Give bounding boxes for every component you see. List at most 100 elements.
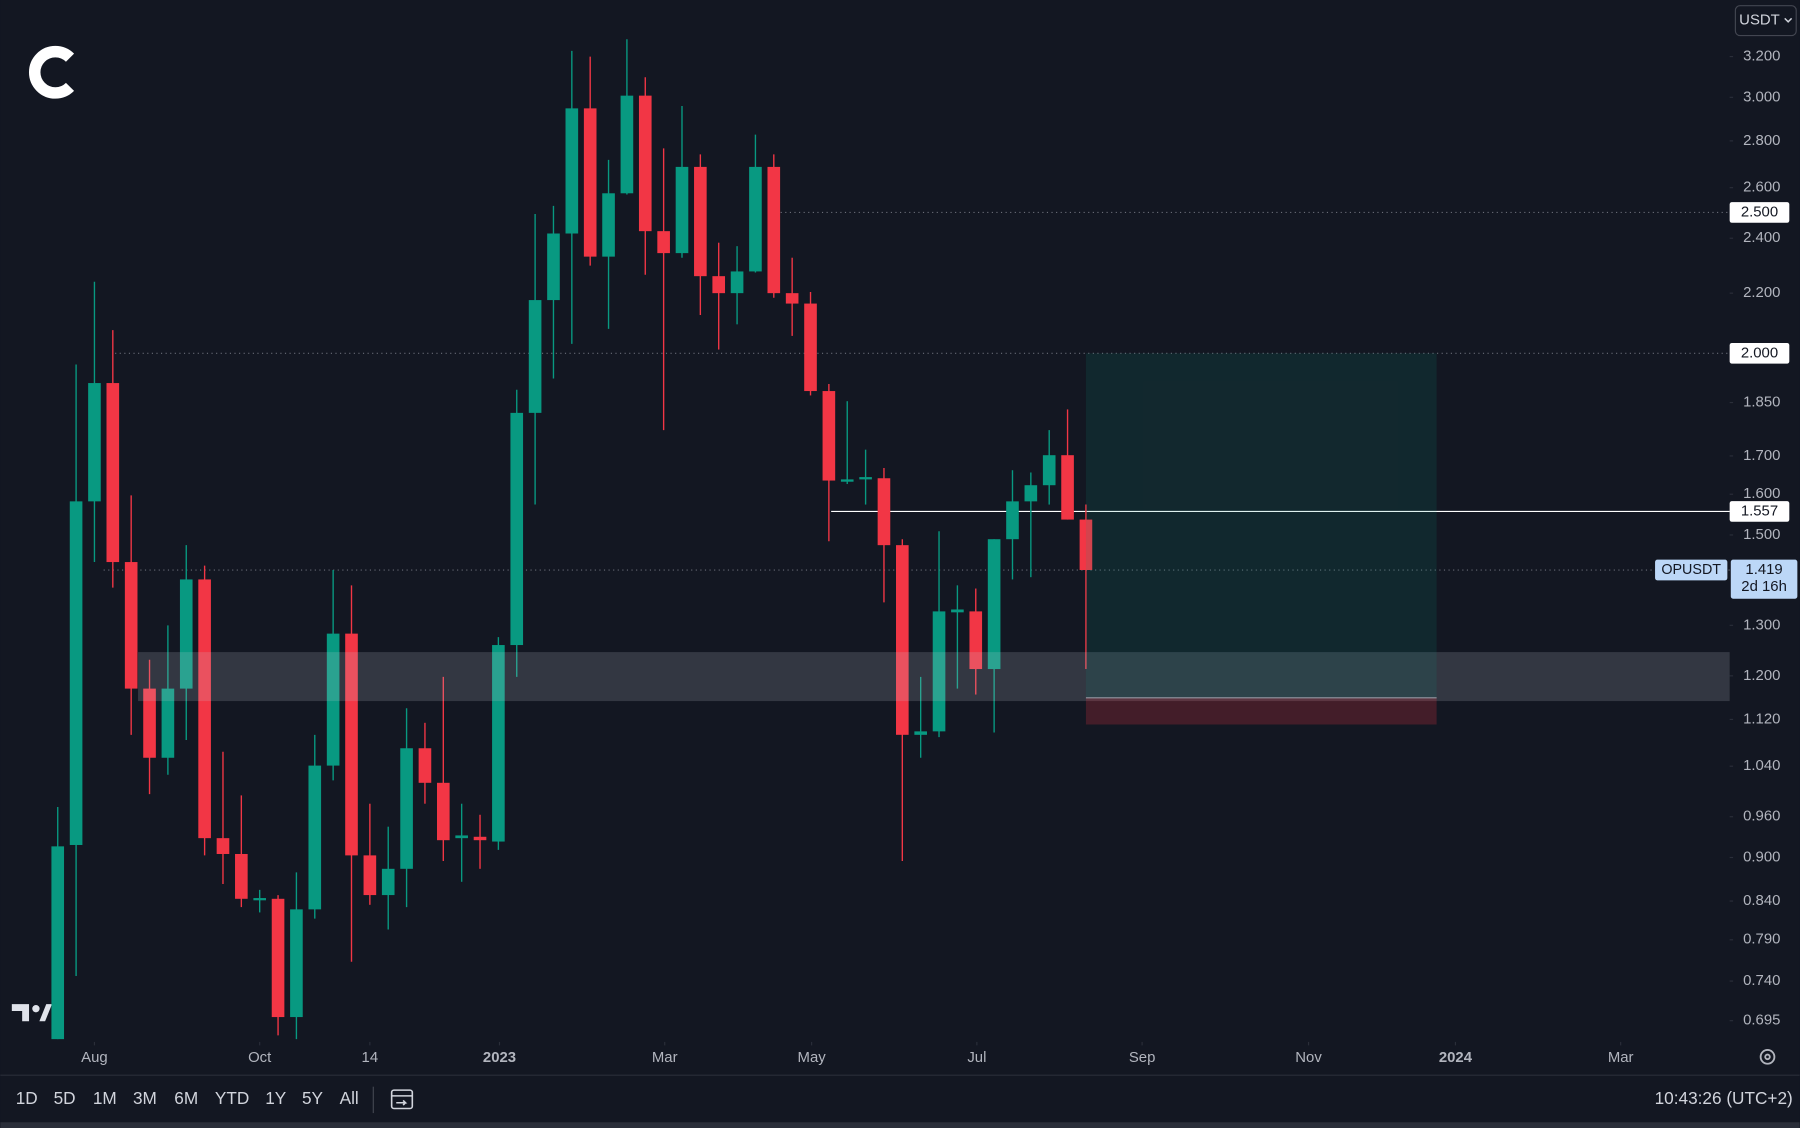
- x-tick-label: Nov: [1295, 1050, 1322, 1066]
- candle-body: [620, 95, 634, 194]
- range-button[interactable]: 3M: [133, 1088, 157, 1108]
- x-tick-label: 2023: [483, 1050, 516, 1066]
- candle-body: [51, 846, 65, 1040]
- y-tick-label: 1.600: [1743, 486, 1780, 502]
- y-tick-label: 1.700: [1743, 448, 1780, 464]
- y-tick-label: 0.840: [1743, 893, 1780, 909]
- brand-logo: [29, 45, 75, 99]
- candle-body: [932, 611, 946, 732]
- candle-body: [400, 748, 413, 869]
- symbol-label: OPUSDT: [1661, 562, 1721, 578]
- candle-body: [235, 853, 248, 899]
- candle-body: [271, 898, 285, 1018]
- symbol-label-box: [1655, 559, 1728, 581]
- range-button[interactable]: 5D: [54, 1088, 76, 1108]
- candle-body: [767, 166, 781, 294]
- y-tick-label: 1.850: [1743, 394, 1780, 410]
- candle-body: [216, 838, 230, 854]
- candle-body: [198, 579, 211, 839]
- candle-body: [510, 412, 524, 646]
- candle-body: [88, 383, 101, 502]
- y-tick-label: 1.200: [1743, 668, 1780, 684]
- range-button[interactable]: 5Y: [302, 1088, 324, 1108]
- candle-body: [804, 303, 817, 392]
- candle-body: [583, 108, 597, 257]
- candle-body: [951, 609, 964, 613]
- y-tick-label: 1.500: [1743, 527, 1780, 543]
- candle-body: [290, 909, 303, 1018]
- date-range-icon[interactable]: [390, 1089, 414, 1110]
- range-button[interactable]: All: [340, 1088, 359, 1108]
- clock: 10:43:26 (UTC+2): [1655, 1088, 1793, 1108]
- x-tick-label: May: [798, 1050, 827, 1066]
- candle-body: [436, 782, 450, 841]
- candle-body: [124, 562, 138, 689]
- candle-body: [1079, 519, 1093, 571]
- price-line-label-box: [1729, 501, 1790, 522]
- y-tick-label: 3.000: [1743, 89, 1780, 105]
- currency-dropdown[interactable]: USDT: [1734, 5, 1797, 37]
- y-tick-label: 2.600: [1743, 180, 1780, 196]
- candle-body: [308, 765, 322, 910]
- price-line-label: 2.500: [1741, 204, 1778, 220]
- candle-body: [969, 611, 983, 670]
- y-tick-label: 2.200: [1743, 285, 1780, 301]
- candle-body: [473, 836, 487, 841]
- candle-body: [455, 835, 468, 839]
- candle-body: [749, 166, 762, 272]
- tradingview-logo: [11, 1004, 52, 1022]
- countdown-label: 2d 16h: [1741, 579, 1787, 595]
- range-button[interactable]: YTD: [215, 1088, 249, 1108]
- x-tick-label: 2024: [1439, 1050, 1473, 1066]
- x-tick-label: Oct: [248, 1050, 272, 1066]
- price-line-label-box: [1729, 343, 1790, 364]
- candle-body: [785, 293, 799, 304]
- settings-icon[interactable]: [1759, 1049, 1776, 1065]
- candle-body: [914, 731, 927, 735]
- y-tick-label: 1.120: [1743, 711, 1780, 727]
- x-tick-label: Mar: [1608, 1050, 1634, 1066]
- y-tick-label: 2.800: [1743, 133, 1780, 149]
- price-line-label-box: [1729, 202, 1790, 223]
- candle-body: [1042, 455, 1056, 486]
- range-button[interactable]: 1Y: [265, 1088, 287, 1108]
- range-button[interactable]: 1M: [93, 1088, 117, 1108]
- candle-body: [694, 166, 707, 277]
- candle-body: [106, 383, 120, 563]
- candle-body: [1024, 485, 1038, 502]
- y-tick-label: 3.200: [1743, 49, 1780, 65]
- price-line-label: 1.557: [1741, 503, 1778, 519]
- candle-body: [492, 645, 505, 842]
- x-tick-label: 14: [362, 1050, 379, 1066]
- y-tick-label: 1.300: [1743, 617, 1780, 633]
- candle-body: [602, 193, 615, 257]
- last-price-label: 1.419: [1745, 562, 1782, 578]
- range-button[interactable]: 1D: [16, 1088, 38, 1108]
- profit-area: [1085, 353, 1437, 698]
- y-tick-label: 1.040: [1743, 758, 1780, 774]
- candle-body: [381, 868, 395, 896]
- candle-body: [418, 748, 432, 783]
- candle-body: [528, 300, 542, 413]
- candle-body: [547, 233, 560, 301]
- candle-body: [326, 633, 340, 766]
- candle-body: [253, 898, 267, 901]
- y-tick-label: 0.900: [1743, 849, 1780, 865]
- candle-body: [859, 477, 872, 480]
- candle-body: [840, 479, 854, 482]
- loss-area: [1085, 697, 1437, 725]
- last-price-box: [1730, 559, 1798, 599]
- range-button[interactable]: 6M: [174, 1088, 198, 1108]
- candle-body: [1006, 501, 1019, 540]
- candle-body: [638, 95, 652, 232]
- y-tick-label: 2.400: [1743, 230, 1780, 246]
- x-tick-label: Mar: [652, 1050, 678, 1066]
- candle-body: [161, 688, 175, 758]
- candle-body: [675, 166, 689, 254]
- y-tick-label: 0.695: [1743, 1013, 1780, 1029]
- candle-body: [143, 688, 156, 758]
- currency-label[interactable]: USDT: [1739, 13, 1780, 29]
- y-tick-label: 0.790: [1743, 932, 1780, 948]
- price-line-label: 2.000: [1741, 345, 1778, 361]
